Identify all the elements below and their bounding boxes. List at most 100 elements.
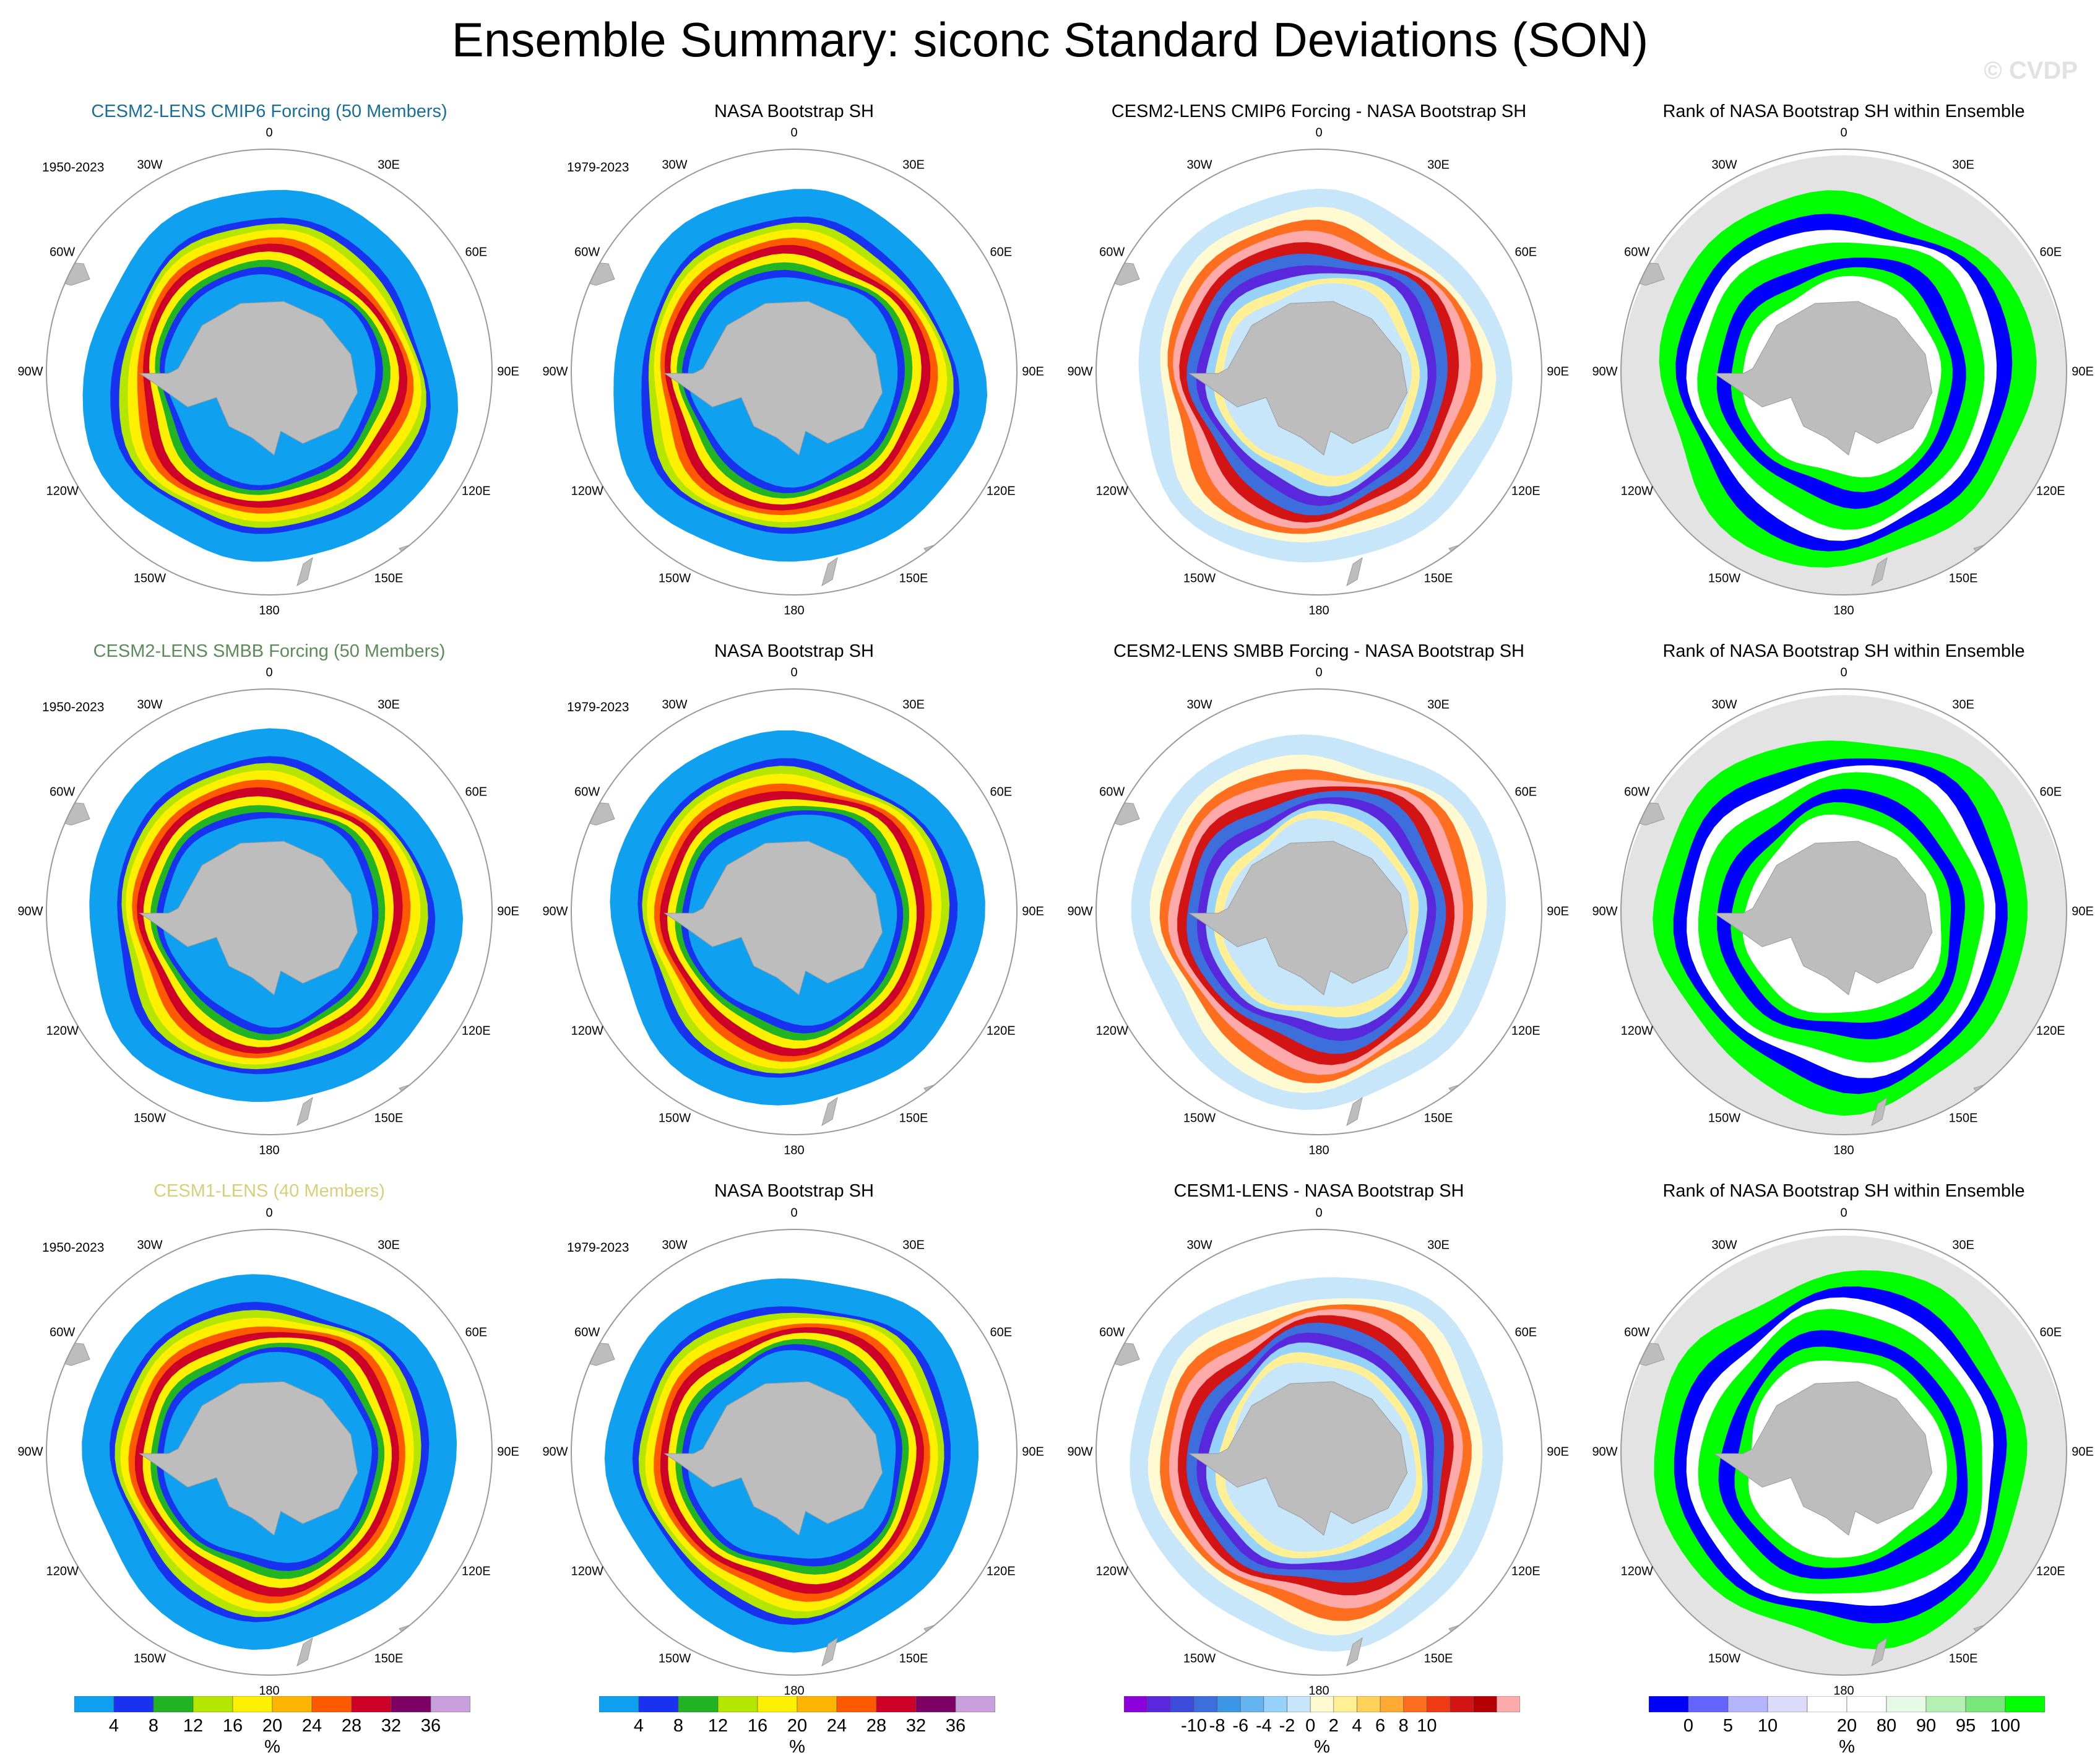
longitude-label: 120W: [571, 1564, 603, 1579]
antarctica-landmass: [663, 841, 883, 995]
colorbar-swatch: [678, 1696, 719, 1712]
colorbar-swatch: [1767, 1696, 1808, 1712]
south-america-landmass: [46, 260, 90, 286]
longitude-label: 30E: [378, 1238, 400, 1252]
longitude-label: 60W: [50, 1325, 76, 1340]
polar-stereographic-map: [46, 688, 493, 1135]
colorbar-swatch: [1886, 1696, 1927, 1712]
longitude-label: 30W: [1711, 158, 1737, 172]
longitude-label: 120E: [2036, 1564, 2065, 1579]
colorbar-swatch: [1310, 1696, 1334, 1712]
polar-stereographic-map: [1095, 688, 1542, 1135]
panel-title: NASA Bootstrap SH: [714, 641, 874, 661]
colorbar-tick-label: 32: [905, 1716, 927, 1736]
longitude-label: 30E: [378, 158, 400, 172]
longitude-label: 0: [1315, 126, 1323, 140]
longitude-label: 150E: [374, 571, 404, 586]
longitude-label: 30W: [137, 158, 163, 172]
colorbar-ticks: 4 8 12 16 20 24 28 32 36: [74, 1716, 470, 1737]
longitude-label: 30E: [1427, 698, 1450, 712]
colorbar-tick-label: 36: [945, 1716, 966, 1736]
longitude-label: 120W: [1620, 1564, 1653, 1579]
colorbar-swatch: [74, 1696, 115, 1712]
longitude-label: 180: [259, 604, 280, 618]
new-zealand-landmass: [296, 1096, 313, 1127]
colorbar-tick-label: 4: [108, 1716, 119, 1736]
colorbar-swatch: [915, 1696, 956, 1712]
south-america-landmass: [571, 260, 615, 286]
longitude-label: 60W: [1624, 1325, 1650, 1340]
longitude-label: 180: [784, 604, 805, 618]
colorbar-ticks: 0 5 10 20 80 90 95 100: [1649, 1716, 2045, 1737]
map-boundary: [46, 149, 493, 596]
antarctica-landmass: [139, 301, 358, 456]
antarctica-landmass: [1188, 1381, 1408, 1536]
panel-title: CESM2-LENS CMIP6 Forcing (50 Members): [91, 102, 447, 121]
colorbar-tick-label: 10: [1757, 1716, 1778, 1736]
longitude-label: 60W: [574, 785, 600, 799]
colorbar-tick-label: 8: [148, 1716, 159, 1736]
longitude-label: 60E: [2039, 1325, 2062, 1340]
longitude-label: 150E: [1948, 1111, 1978, 1125]
panel-title: NASA Bootstrap SH: [714, 102, 874, 121]
longitude-label: 180: [1833, 1684, 1854, 1698]
colorbar-swatch: [1170, 1696, 1195, 1712]
period-label: 1950-2023: [42, 1241, 105, 1255]
panel-title: NASA Bootstrap SH: [714, 1181, 874, 1201]
south-america-landmass: [571, 1340, 615, 1366]
colorbar-swatch: [876, 1696, 917, 1712]
longitude-label: 180: [1308, 1143, 1329, 1158]
longitude-label: 90W: [1592, 365, 1618, 379]
longitude-label: 150W: [1183, 1111, 1216, 1125]
panel-title: Rank of NASA Bootstrap SH within Ensembl…: [1662, 102, 2025, 121]
colorbar-swatch: [1807, 1696, 1847, 1712]
period-label: 1950-2023: [42, 160, 105, 175]
longitude-label: 90W: [1592, 904, 1618, 919]
colorbar-tick-label: 95: [1955, 1716, 1976, 1736]
longitude-label: 120W: [1620, 1024, 1653, 1038]
longitude-label: 60W: [574, 1325, 600, 1340]
longitude-label: 150E: [1948, 571, 1978, 586]
longitude-label: 60W: [1624, 245, 1650, 259]
map-boundary: [1620, 1229, 2067, 1676]
map-boundary: [46, 688, 493, 1135]
longitude-label: 120W: [1095, 1564, 1128, 1579]
colorbar-swatch: [272, 1696, 313, 1712]
longitude-label: 30E: [1952, 1238, 1974, 1252]
antarctica-landmass: [1713, 301, 1933, 456]
colorbar-tick-label: 100: [1990, 1716, 2021, 1736]
longitude-label: 150W: [658, 1652, 691, 1666]
page-title: Ensemble Summary: siconc Standard Deviat…: [451, 12, 1649, 67]
longitude-label: 0: [1840, 126, 1847, 140]
colorbar-swatch: [1649, 1696, 1689, 1712]
longitude-label: 120E: [2036, 1024, 2065, 1038]
new-zealand-landmass: [1346, 1096, 1363, 1127]
panel-title: Rank of NASA Bootstrap SH within Ensembl…: [1662, 1181, 2025, 1201]
colorbar-swatch: [717, 1696, 758, 1712]
colorbar-tick-label: 20: [1836, 1716, 1857, 1736]
colorbar-swatch: [955, 1696, 995, 1712]
colorbar-swatch: [192, 1696, 233, 1712]
colorbar-tick-label: -10: [1180, 1716, 1207, 1736]
colorbar-tick-label: 24: [301, 1716, 322, 1736]
longitude-label: 180: [784, 1143, 805, 1158]
longitude-label: 90E: [1547, 1445, 1569, 1459]
longitude-label: 60E: [990, 245, 1013, 259]
longitude-label: 0: [790, 126, 798, 140]
longitude-label: 150W: [133, 571, 166, 586]
colorbar-ticks: -10 -8 -6 -4 -2 0 2 4 6 8 10: [1124, 1716, 1520, 1737]
longitude-label: 30W: [1711, 698, 1737, 712]
longitude-label: 150E: [899, 1652, 928, 1666]
longitude-label: 30W: [137, 1238, 163, 1252]
longitude-label: 60E: [1515, 1325, 1537, 1340]
period-label: 1979-2023: [567, 700, 629, 714]
antarctica-landmass: [663, 301, 883, 456]
new-zealand-landmass: [296, 1637, 313, 1667]
longitude-label: 120W: [46, 1024, 79, 1038]
longitude-label: 120W: [1620, 484, 1653, 498]
antarctica-landmass: [663, 1381, 883, 1536]
longitude-label: 0: [266, 1206, 273, 1220]
polar-stereographic-map: [1620, 149, 2067, 596]
colorbar-swatch: [1727, 1696, 1768, 1712]
longitude-label: 180: [259, 1143, 280, 1158]
